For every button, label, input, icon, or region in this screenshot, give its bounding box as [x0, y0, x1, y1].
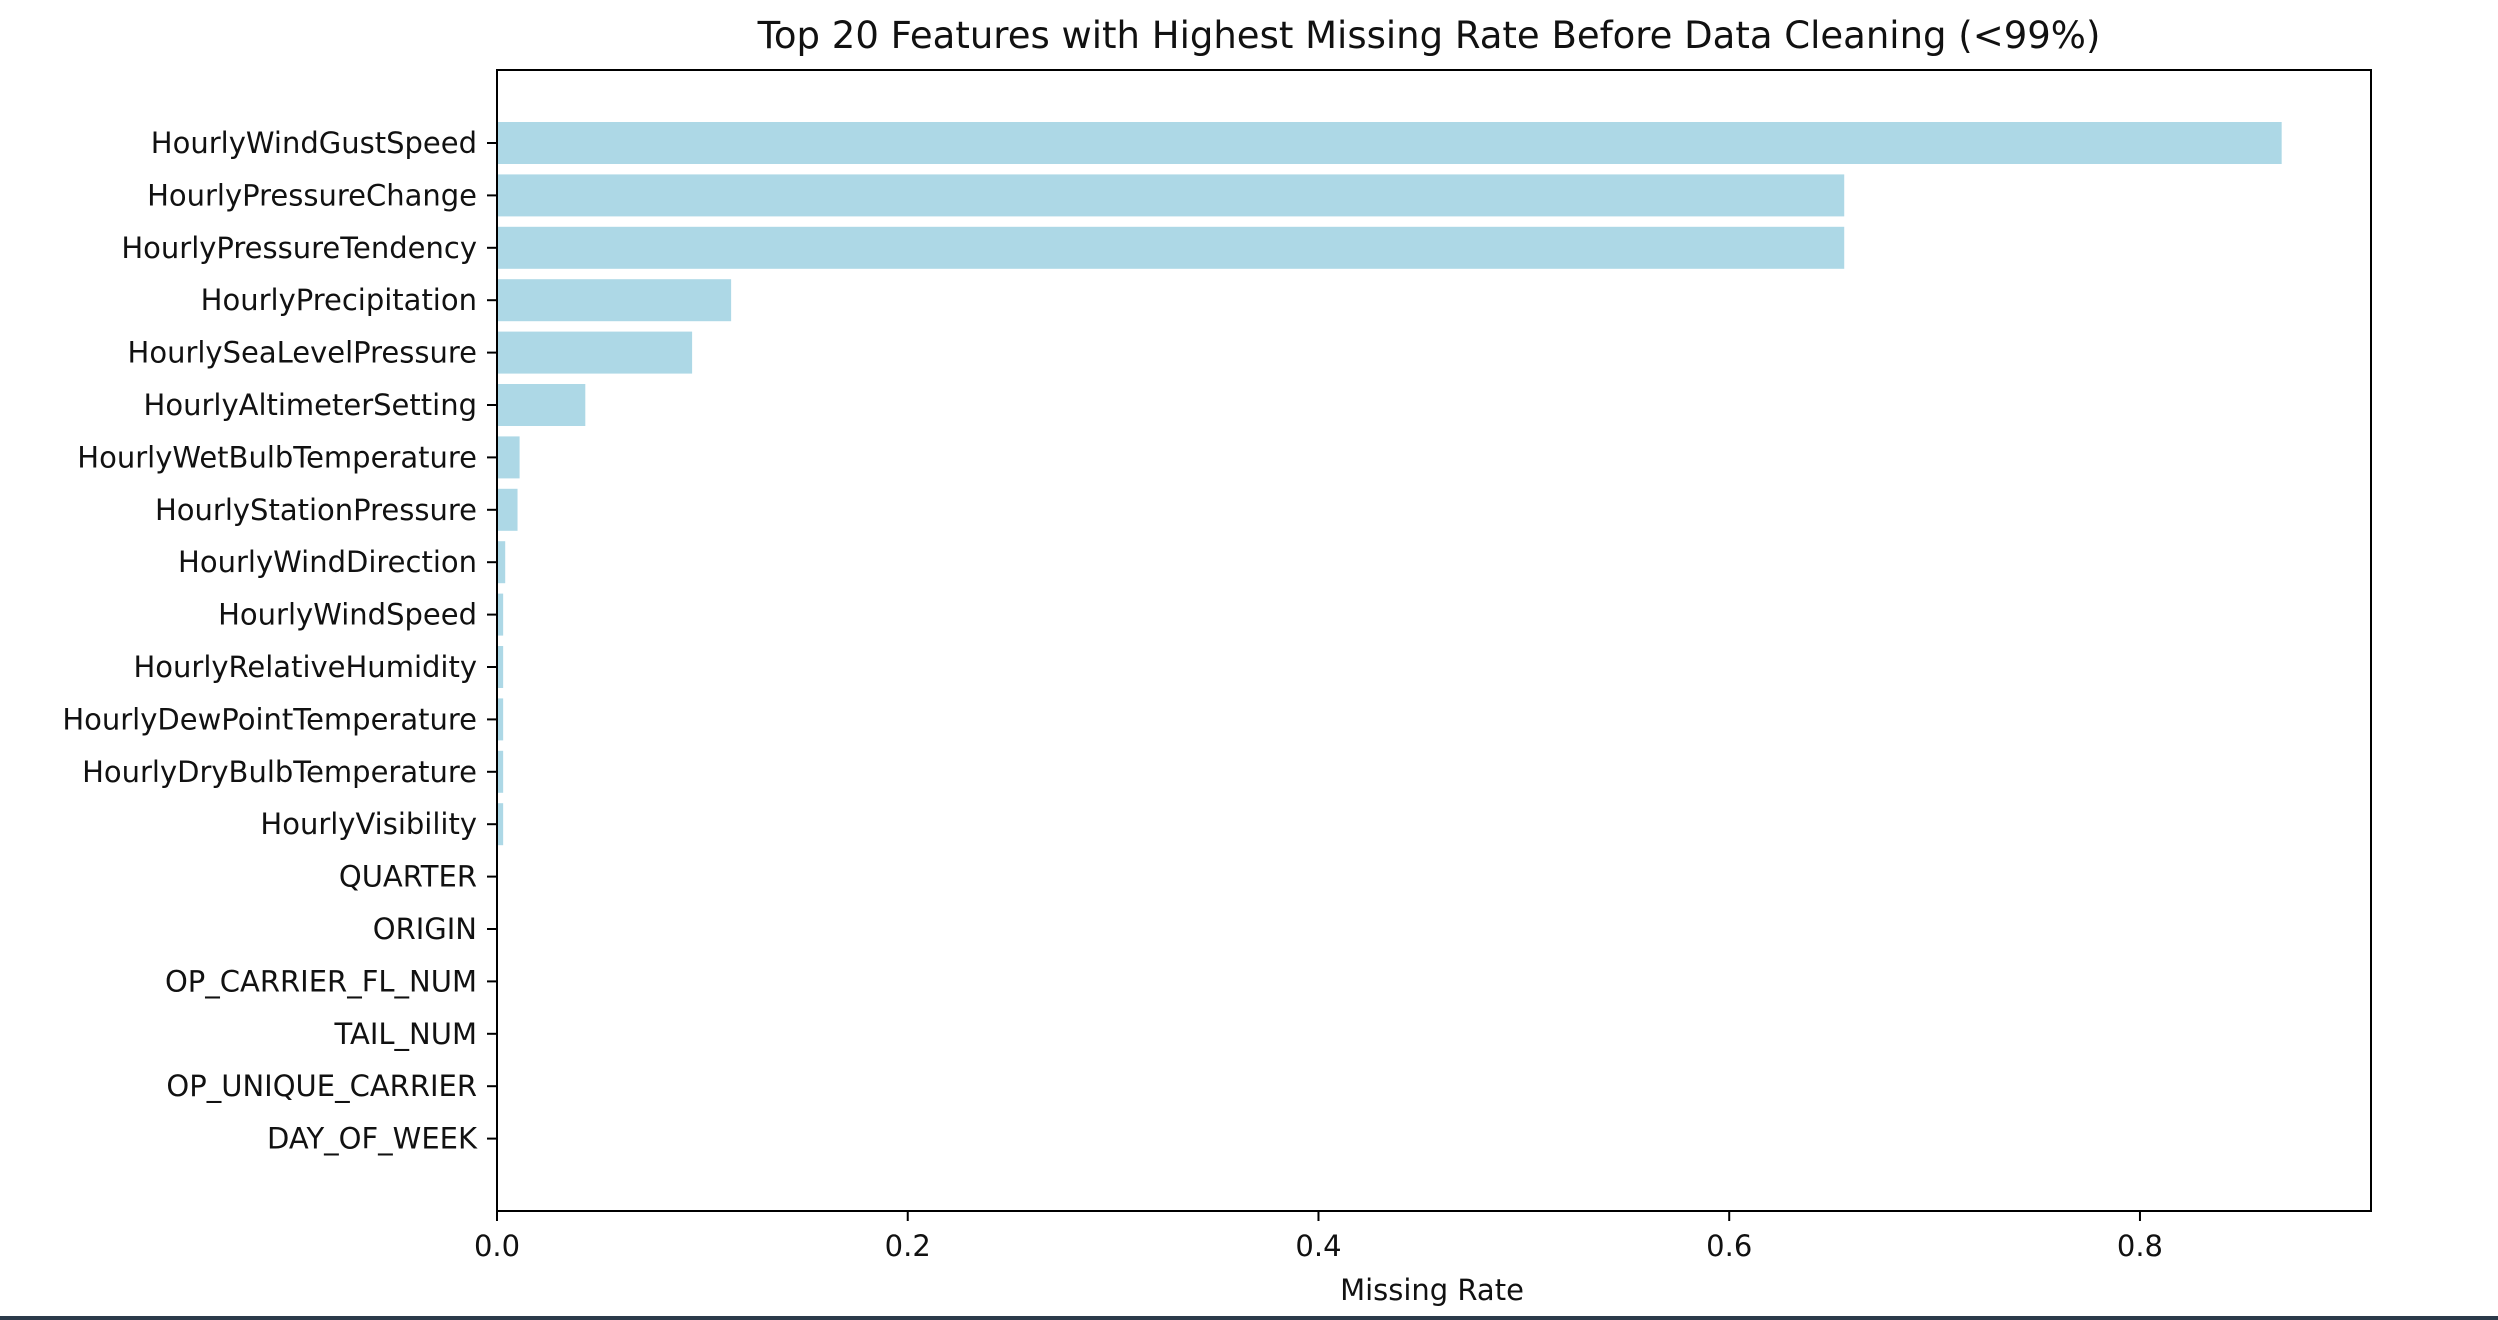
window-bottom-border	[0, 1316, 2498, 1320]
bar	[497, 698, 504, 741]
bar	[497, 226, 1845, 269]
bar	[497, 488, 518, 531]
bars-group	[497, 122, 2282, 846]
bar	[497, 541, 506, 584]
y-tick-label: HourlyWindGustSpeed	[151, 126, 477, 160]
x-tick-label: 0.0	[474, 1229, 520, 1263]
y-tick-label: DAY_OF_WEEK	[267, 1122, 478, 1156]
y-tick-label: ORIGIN	[373, 912, 477, 946]
bar	[497, 331, 693, 374]
y-tick-label: HourlyWetBulbTemperature	[77, 440, 477, 474]
y-tick-label: HourlyRelativeHumidity	[133, 650, 477, 684]
y-tick-label: HourlyDewPointTemperature	[62, 702, 477, 736]
bar	[497, 803, 504, 846]
bar	[497, 593, 504, 636]
x-tick-label: 0.2	[885, 1229, 931, 1263]
y-tick-label: QUARTER	[339, 860, 477, 894]
bar	[497, 750, 504, 793]
bar	[497, 384, 586, 426]
x-tick-label: 0.4	[1295, 1229, 1341, 1263]
y-tick-label: HourlySeaLevelPressure	[128, 336, 477, 370]
y-tick-label: HourlyPrecipitation	[201, 283, 477, 317]
y-tick-label: HourlyAltimeterSetting	[144, 388, 477, 422]
y-tick-label: OP_CARRIER_FL_NUM	[165, 964, 477, 998]
y-axis: HourlyWindGustSpeed HourlyPressureChange H…	[62, 126, 497, 1156]
y-tick-label: HourlyWindSpeed	[218, 598, 477, 632]
bar	[497, 646, 504, 688]
bar	[497, 279, 732, 322]
y-tick-label: HourlyWindDirection	[178, 545, 477, 579]
plot-frame	[496, 69, 2372, 1212]
bar	[497, 174, 1845, 217]
y-tick-label: HourlyVisibility	[260, 807, 477, 841]
bar	[497, 436, 520, 479]
y-tick-label: HourlyPressureTendency	[121, 231, 477, 265]
y-tick-label: OP_UNIQUE_CARRIER	[166, 1069, 477, 1103]
chart-title: Top 20 Features with Highest Missing Rat…	[757, 14, 2101, 57]
x-tick-label: 0.8	[2117, 1229, 2163, 1263]
y-tick-label: TAIL_NUM	[334, 1017, 477, 1051]
x-tick-label: 0.6	[1706, 1229, 1752, 1263]
y-tick-label: HourlyPressureChange	[147, 178, 477, 212]
bar	[497, 122, 2282, 164]
y-tick-label: HourlyDryBulbTemperature	[82, 755, 477, 789]
x-axis: 0.0 0.2 0.4 0.6 0.8	[474, 1211, 2163, 1263]
x-axis-label: Missing Rate	[1340, 1273, 1524, 1307]
y-tick-label: HourlyStationPressure	[155, 493, 477, 527]
